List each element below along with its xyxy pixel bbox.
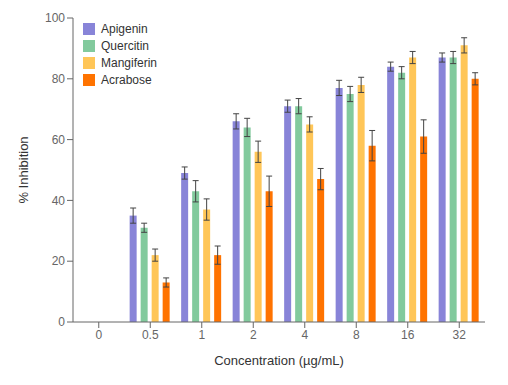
svg-text:0: 0 bbox=[58, 315, 65, 329]
svg-text:4: 4 bbox=[301, 328, 308, 342]
svg-text:60: 60 bbox=[52, 133, 66, 147]
svg-text:Concentration (µg/mL): Concentration (µg/mL) bbox=[214, 353, 344, 368]
svg-text:32: 32 bbox=[453, 328, 467, 342]
svg-text:1: 1 bbox=[198, 328, 205, 342]
svg-text:0: 0 bbox=[95, 328, 102, 342]
svg-text:16: 16 bbox=[401, 328, 415, 342]
svg-text:0.5: 0.5 bbox=[142, 328, 159, 342]
svg-text:% Inhibition: % Inhibition bbox=[16, 136, 31, 203]
svg-text:8: 8 bbox=[353, 328, 360, 342]
svg-text:80: 80 bbox=[52, 72, 66, 86]
svg-text:100: 100 bbox=[45, 11, 65, 25]
svg-text:40: 40 bbox=[52, 194, 66, 208]
svg-text:2: 2 bbox=[250, 328, 257, 342]
html-text:Mangiferin: Mangiferin bbox=[101, 56, 157, 70]
html-text:Apigenin: Apigenin bbox=[101, 22, 148, 36]
html-text:Quercitin: Quercitin bbox=[101, 39, 149, 53]
svg-text:20: 20 bbox=[52, 254, 66, 268]
html-text:Acrabose: Acrabose bbox=[101, 73, 152, 87]
